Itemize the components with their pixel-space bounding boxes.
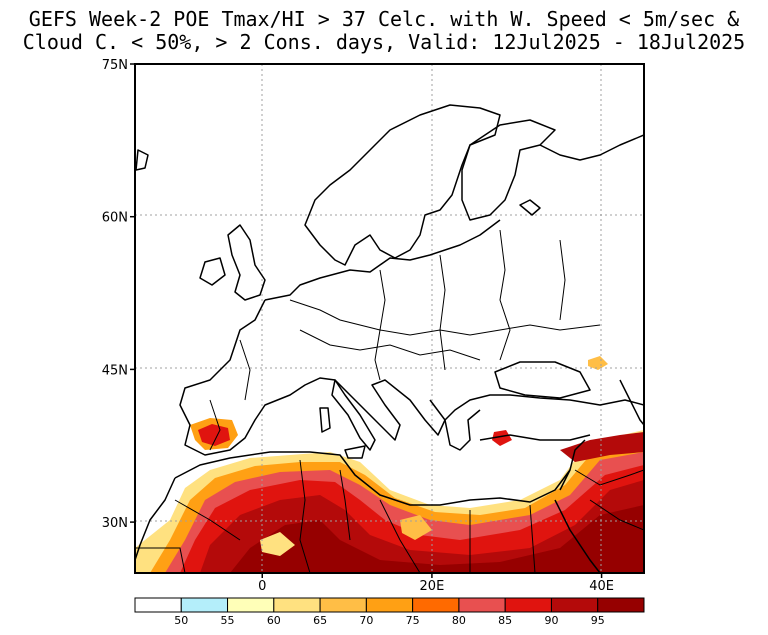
map-title-line2: Cloud C. < 50%, > 2 Cons. days, Valid: 1… <box>22 30 746 54</box>
colorbar-label: 90 <box>544 614 558 627</box>
colorbar-label: 55 <box>221 614 235 627</box>
colorbar-swatch <box>412 597 460 613</box>
colorbar-swatch <box>504 597 552 613</box>
lon-label: 0 <box>258 579 266 594</box>
colorbar-label: 85 <box>498 614 512 627</box>
lat-label: 45N <box>102 363 128 378</box>
colorbar-label: 95 <box>591 614 605 627</box>
colorbar-label: 75 <box>406 614 420 627</box>
colorbar-label: 65 <box>313 614 327 627</box>
longitude-labels: 0 20E 40E <box>258 573 614 594</box>
lat-label: 60N <box>102 211 128 226</box>
lon-label: 20E <box>420 579 445 594</box>
lat-label: 30N <box>102 516 128 531</box>
colorbar-swatch <box>319 597 367 613</box>
colorbar-label: 60 <box>267 614 281 627</box>
map-title-line1: GEFS Week-2 POE Tmax/HI > 37 Celc. with … <box>28 7 740 31</box>
lon-label: 40E <box>589 579 614 594</box>
colorbar-label: 70 <box>359 614 373 627</box>
colorbar-swatch <box>365 597 414 613</box>
map-frame <box>134 63 645 574</box>
colorbar-swatch <box>273 597 321 613</box>
colorbar-swatch <box>458 597 506 613</box>
colorbar: 50 55 60 65 70 75 80 85 90 95 <box>134 597 645 627</box>
probability-shading <box>135 356 644 573</box>
colorbar-label: 80 <box>452 614 466 627</box>
latitude-labels: 75N 60N 45N 30N <box>102 58 135 531</box>
coastlines <box>135 104 644 573</box>
colorbar-swatch <box>134 597 182 613</box>
colorbar-swatch <box>550 597 599 613</box>
colorbar-swatch <box>227 597 275 613</box>
colorbar-swatch <box>597 597 645 613</box>
colorbar-swatch <box>180 597 229 613</box>
lat-label: 75N <box>102 58 128 73</box>
colorbar-label: 50 <box>174 614 188 627</box>
country-borders <box>135 229 644 573</box>
